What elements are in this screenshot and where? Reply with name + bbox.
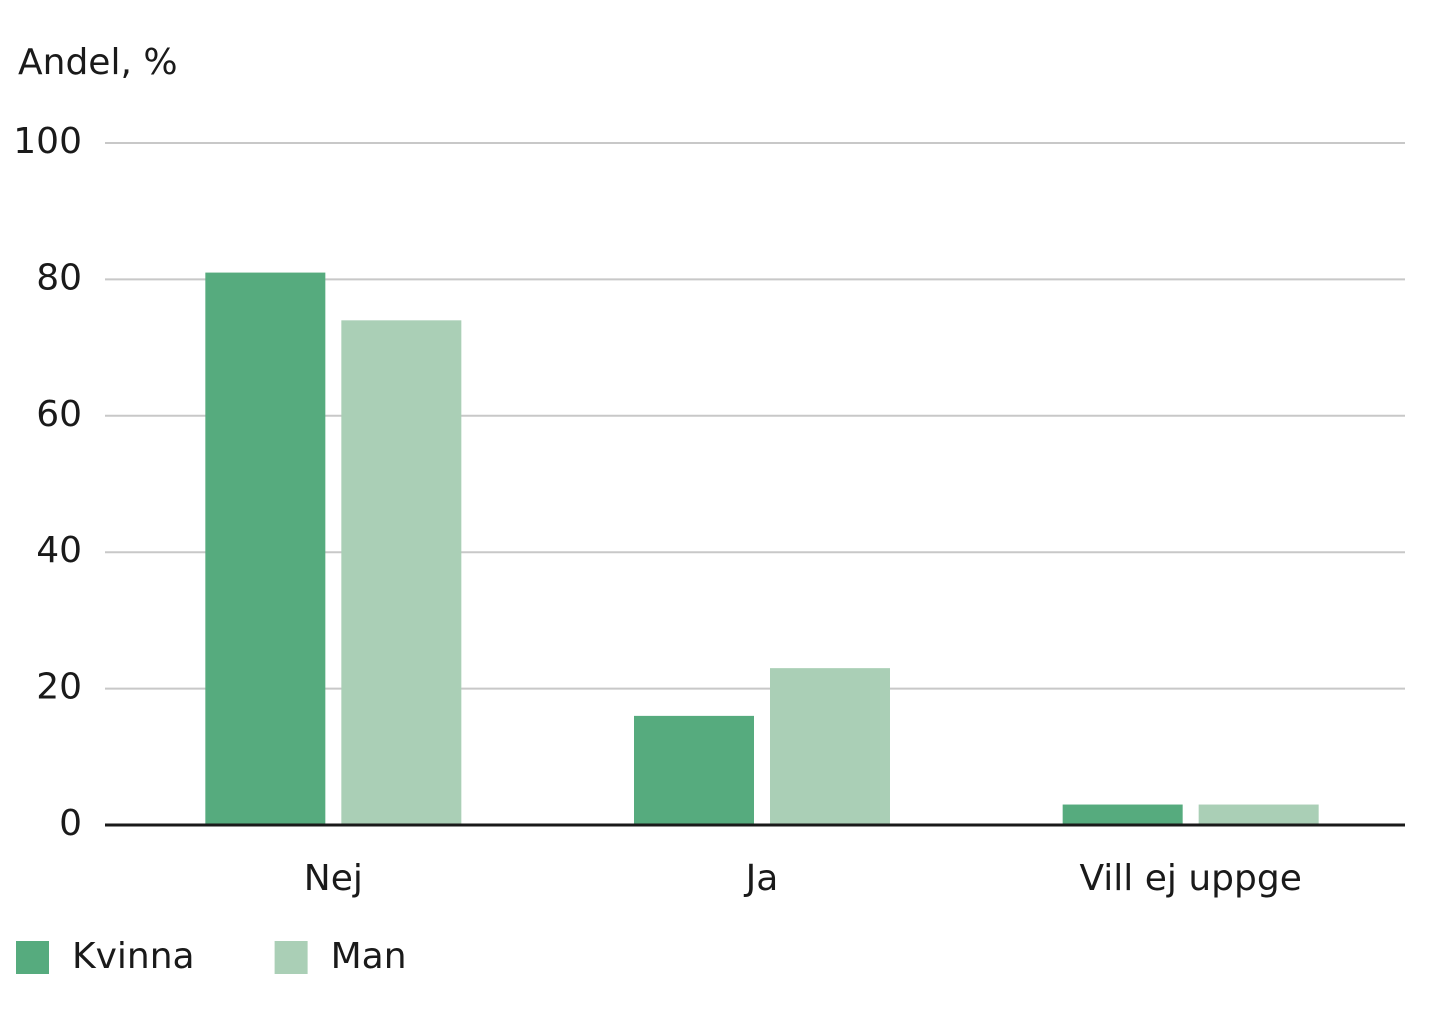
y-tick-label: 40 [36,530,82,571]
bar [1198,804,1319,825]
x-tick-label: Vill ej uppge [1079,858,1301,899]
bar [205,272,326,826]
x-tick-label: Ja [744,858,779,899]
legend-label: Kvinna [72,936,195,977]
y-tick-label: 60 [36,394,82,435]
bar [341,320,462,825]
bar [634,715,754,825]
legend-swatch [16,941,49,974]
legend-label: Man [331,936,407,977]
y-tick-label: 20 [36,667,82,708]
y-axis-label: Andel, % [18,42,178,83]
y-tick-label: 0 [59,803,82,844]
bar [1062,804,1183,825]
y-tick-label: 100 [13,121,82,162]
bar [770,668,890,825]
legend-swatch [274,941,308,974]
y-tick-label: 80 [36,257,82,298]
x-tick-label: Nej [304,858,363,899]
